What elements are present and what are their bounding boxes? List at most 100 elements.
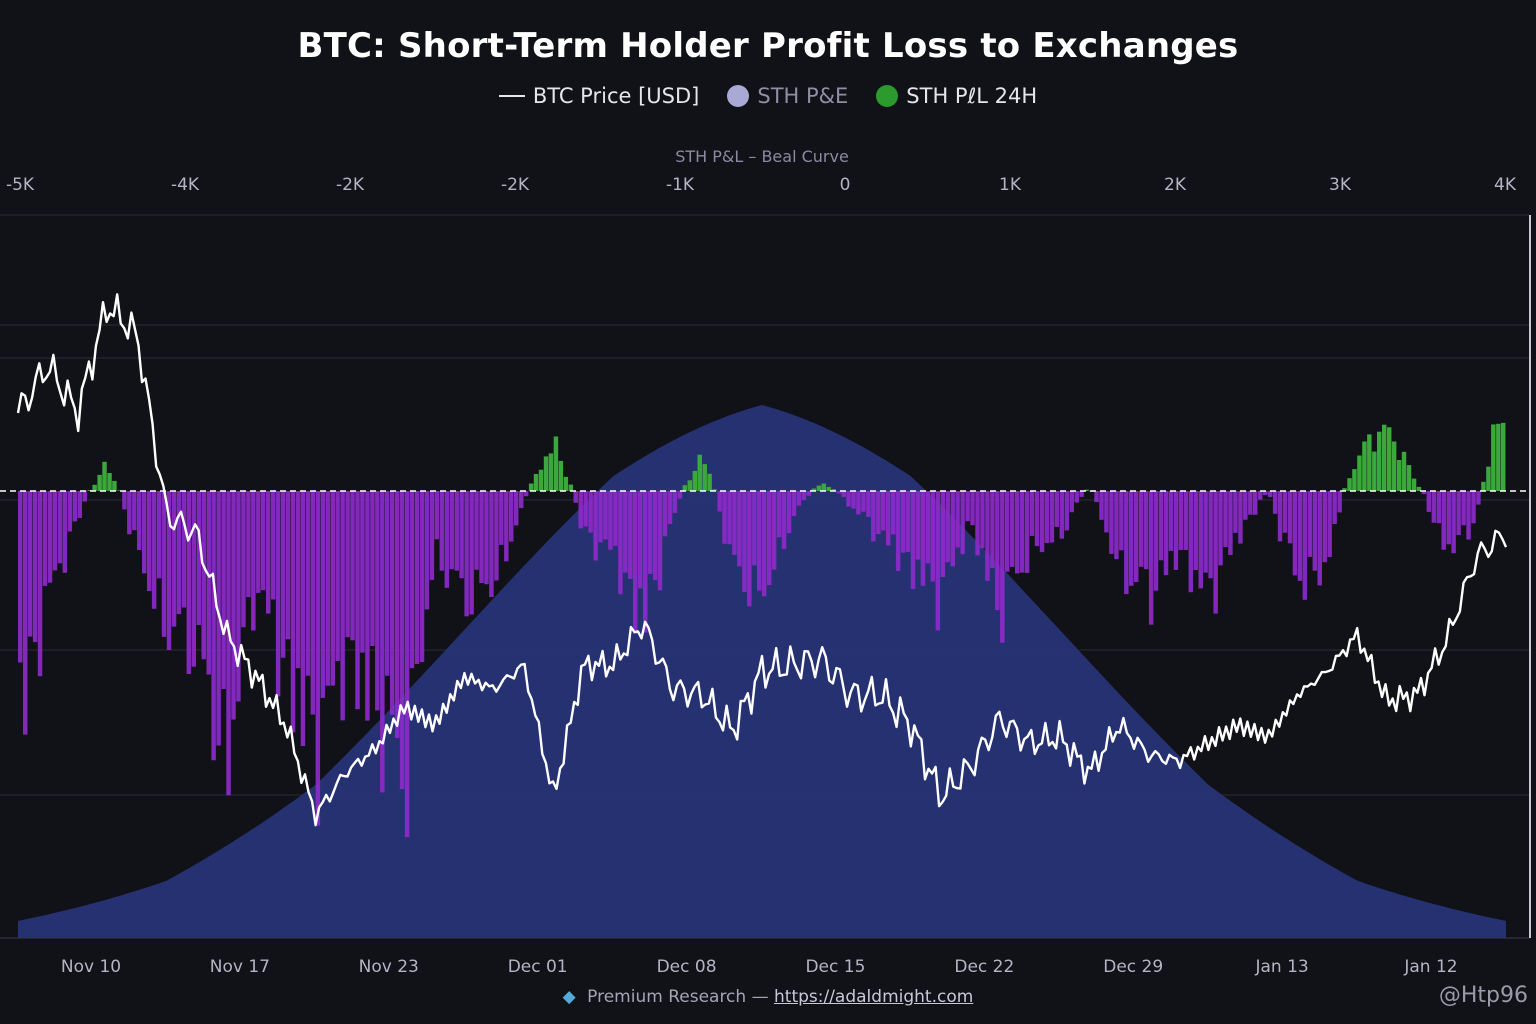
pl-bar-loss [325, 491, 330, 686]
legend-item-sth-pl-24h[interactable]: STH PℓL 24H [876, 84, 1037, 108]
x-axis-tick-label: Dec 01 [508, 957, 568, 977]
pl-bar-loss [776, 491, 782, 538]
x-axis-tick-label: Dec 15 [805, 957, 865, 977]
pl-bar-profit [1411, 478, 1417, 491]
x-axis-tick-label: Nov 10 [61, 957, 121, 977]
pl-bar-loss [737, 491, 742, 567]
pl-bar-loss [1421, 491, 1427, 495]
pl-bar-loss [866, 491, 871, 517]
pl-bar-profit [687, 480, 693, 491]
pl-bar-loss [355, 491, 360, 710]
pl-bar-loss [1079, 491, 1084, 497]
pl-bar-loss [900, 491, 906, 553]
pl-bar-loss [246, 491, 251, 598]
pl-bar-loss [67, 491, 73, 532]
top-axis-tick-label: -1K [666, 175, 695, 195]
pl-bar-profit [548, 453, 554, 491]
pl-bar-loss [62, 491, 68, 573]
pl-bar-loss [1238, 491, 1243, 544]
pl-bar-loss [910, 491, 916, 589]
pl-bar-profit [1486, 466, 1491, 491]
pl-bar-loss [1049, 491, 1055, 543]
gem-icon: ◆ [562, 987, 576, 1007]
pl-bar-loss [1054, 491, 1060, 527]
pl-bar-loss [881, 491, 886, 531]
pl-bar-loss [241, 491, 246, 628]
pl-bar-loss [147, 491, 152, 591]
pl-bar-profit [112, 480, 117, 491]
pl-bar-loss [876, 491, 881, 535]
pl-bar-profit [1372, 451, 1377, 491]
pl-bar-profit [1496, 423, 1501, 491]
pl-bar-loss [122, 491, 127, 510]
pl-bar-profit [1401, 451, 1407, 491]
pl-bar-loss [1104, 491, 1109, 533]
pl-bar-loss [509, 491, 514, 542]
pl-bar-loss [72, 491, 78, 522]
bell-curve [18, 405, 1506, 938]
pl-bar-loss [1327, 491, 1332, 558]
legend-label-sth-pl-24h: STH PℓL 24H [906, 84, 1038, 108]
pl-bar-loss [791, 491, 797, 517]
pl-bar-loss [345, 491, 350, 638]
pl-bar-loss [1119, 491, 1124, 551]
pl-bar-loss [1044, 491, 1050, 543]
pl-bar-loss [1188, 491, 1194, 593]
top-axis-tick-label: 2K [1164, 175, 1187, 195]
pl-bar-loss [404, 491, 410, 838]
bell-curve-area [18, 405, 1506, 938]
footer-link[interactable]: https://adaldmight.com [774, 987, 974, 1007]
pl-bar-loss [970, 491, 975, 526]
pl-bar-loss [424, 491, 430, 610]
pl-bar-loss [1158, 491, 1164, 561]
pl-bar-loss [479, 491, 484, 583]
pl-bar-loss [1074, 491, 1079, 503]
pl-bar-profit [1367, 434, 1372, 491]
pl-bar-loss [886, 491, 891, 546]
pl-bar-loss [871, 491, 876, 542]
pl-bar-profit [821, 483, 826, 491]
pl-bar-loss [1426, 491, 1432, 512]
top-axis-tick-label: 0 [840, 175, 851, 195]
pl-bar-loss [801, 491, 807, 501]
legend-item-sth-pe[interactable]: STH P&E [727, 84, 848, 108]
pl-bar-loss [320, 491, 326, 698]
pl-bar-loss [1431, 491, 1437, 523]
pl-bar-loss [980, 491, 985, 549]
pl-bar-loss [375, 491, 380, 711]
pl-bar-loss [1302, 491, 1308, 600]
pl-bar-loss [1282, 491, 1288, 533]
pl-bar-loss [930, 491, 936, 582]
watermark: @Htp96 [1438, 983, 1528, 1008]
pl-bar-loss [77, 491, 82, 518]
pl-bar-profit [811, 488, 817, 491]
pl-bar-loss [1461, 491, 1466, 526]
pl-bar-loss [370, 491, 375, 646]
pl-bar-loss [1183, 491, 1189, 550]
legend-item-btc-price[interactable]: BTC Price [USD] [498, 84, 699, 108]
pl-bar-profit [1362, 441, 1367, 491]
pl-bar-loss [1223, 491, 1228, 547]
pl-bar-loss [1287, 491, 1293, 544]
pl-bar-loss [945, 491, 950, 563]
pl-bar-loss [920, 491, 926, 586]
pl-bar-loss [578, 491, 583, 529]
pl-bar-loss [474, 491, 479, 570]
pl-bar-loss [390, 491, 395, 715]
pl-bar-loss [1441, 491, 1446, 550]
pl-bar-loss [261, 491, 266, 591]
pl-bar-loss [1064, 491, 1070, 531]
pl-bar-loss [851, 491, 856, 509]
pl-bar-loss [132, 491, 137, 531]
pl-bar-loss [638, 491, 643, 589]
pl-bar-loss [593, 491, 598, 561]
pl-bar-profit [831, 489, 836, 491]
pl-bar-loss [489, 491, 494, 597]
pl-bar-loss [1163, 491, 1169, 576]
legend-label-sth-pe: STH P&E [757, 84, 849, 108]
pl-bar-loss [856, 491, 861, 515]
pl-bar-loss [82, 491, 87, 502]
footer: ◆ Premium Research — https://adaldmight.… [0, 987, 1536, 1007]
legend-line-marker [498, 95, 525, 97]
